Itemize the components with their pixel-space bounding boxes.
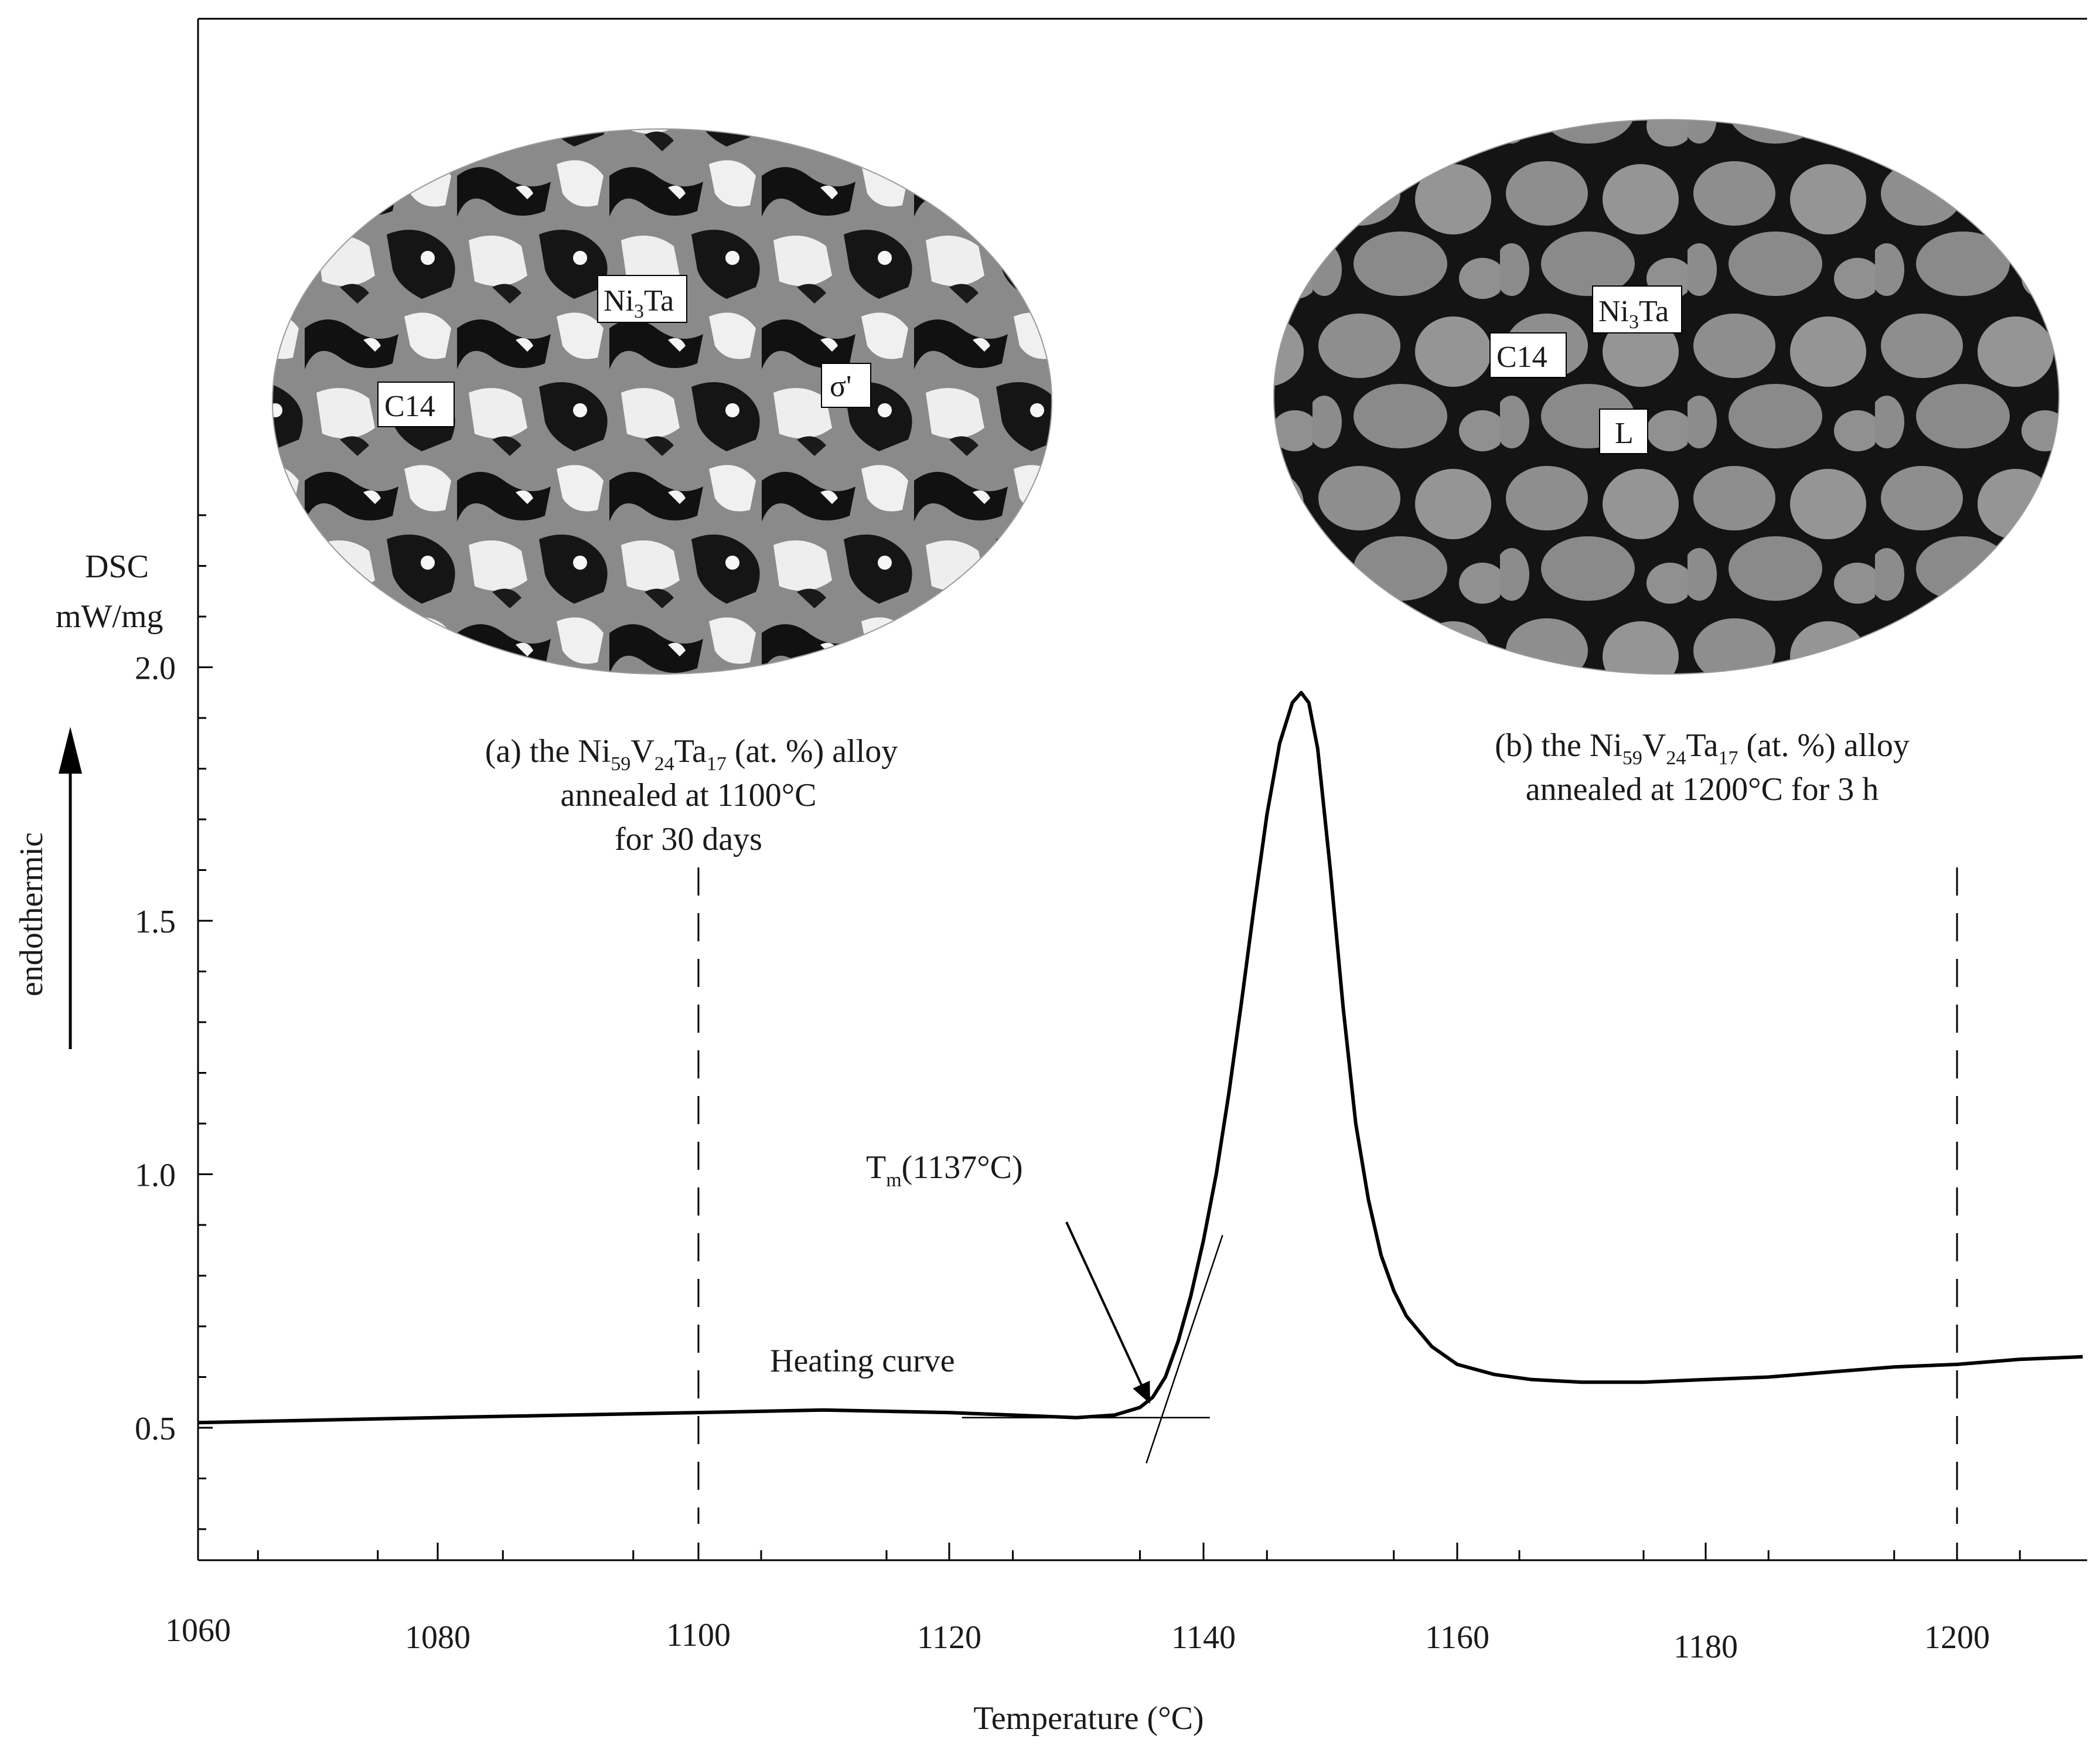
panel-a-caption-line3: for 30 days [615, 821, 762, 857]
micrograph-a-border [272, 128, 1052, 675]
x-tick-label: 1140 [1171, 1619, 1236, 1656]
slope-tangent [1146, 1234, 1223, 1463]
panel-b-text-4: (at. %) alloy [1738, 727, 1909, 764]
label-ni3ta-a-rest: Ta [644, 284, 674, 318]
panel-a-text-1: (a) the Ni [485, 733, 611, 770]
panel-b-sub-3: 17 [1718, 747, 1738, 769]
panel-a-text-3: Ta [674, 733, 707, 770]
label-liquid-b: L [1615, 417, 1634, 450]
label-c14-a: C14 [384, 390, 435, 423]
y-tick-label: 1.5 [135, 904, 176, 940]
endothermic-arrow-head [59, 727, 82, 774]
label-ni3ta-a-sub: 3 [634, 301, 644, 322]
panel-a-caption-line1: (a) the Ni59V24Ta17 (at. %) alloy [485, 733, 898, 775]
x-ticks: 1060 1080 1100 1120 1140 1160 1180 1200 [165, 1543, 1990, 1665]
panel-a-text-2: V [630, 733, 654, 770]
x-tick-label: 1100 [666, 1617, 731, 1653]
micrograph-b-image [1274, 120, 2059, 674]
onset-tangents [962, 1234, 1223, 1463]
x-minor-ticks [257, 1550, 2021, 1560]
x-axis-title: Temperature (°C) [973, 1700, 1204, 1737]
label-box-c14-a [377, 382, 455, 427]
panel-b-sub-1: 59 [1622, 747, 1642, 769]
label-ni3ta-b-rest: Ta [1639, 295, 1669, 328]
onset-label-t: T [866, 1149, 886, 1186]
y-axis-title-line2: mW/mg [56, 598, 163, 635]
label-sigma-a: σ' [830, 370, 851, 403]
label-box-ni3ta-b [1592, 285, 1682, 333]
panel-b-text-2: V [1642, 727, 1666, 764]
panel-b-caption-line2: annealed at 1200°C for 3 h [1526, 771, 1879, 808]
micrograph-b: Ni3Ta C14 L [1273, 119, 2060, 675]
onset-arrow [1065, 1221, 1151, 1404]
panel-a-sub-1: 59 [611, 753, 630, 775]
onset-label: Tm(1137°C) [866, 1149, 1023, 1191]
label-ni3ta-b-sub: 3 [1629, 311, 1639, 333]
micrograph-b-border [1273, 119, 2060, 675]
label-ni3ta-b: Ni3Ta [1598, 295, 1669, 333]
x-tick-label: 1160 [1425, 1619, 1489, 1656]
label-ni3ta-b-main: Ni [1598, 295, 1629, 328]
x-tick-label: 1180 [1673, 1629, 1738, 1665]
label-ni3ta-a-main: Ni [604, 284, 634, 318]
panel-b-caption-line1: (b) the Ni59V24Ta17 (at. %) alloy [1495, 727, 1910, 769]
x-tick-label: 1120 [917, 1619, 981, 1656]
x-tick-label: 1060 [165, 1612, 231, 1649]
panel-a-text-4: (at. %) alloy [727, 733, 898, 770]
dsc-heating-curve [197, 690, 2083, 1425]
dashed-reference-lines [697, 867, 1958, 1524]
panel-a-sub-2: 24 [654, 753, 674, 775]
label-c14-b: C14 [1496, 341, 1547, 374]
onset-label-value: (1137°C) [902, 1149, 1023, 1186]
y-axis-title-line1: DSC [85, 549, 149, 585]
panel-a-caption-line2: annealed at 1100°C [560, 777, 816, 814]
micrograph-a: Ni3Ta C14 σ' [272, 128, 1052, 675]
label-box-ni3ta-a [597, 275, 687, 323]
panel-b-sub-2: 24 [1666, 747, 1686, 769]
label-ni3ta-a: Ni3Ta [604, 284, 674, 322]
label-box-liquid-b [1599, 409, 1648, 454]
x-tick-label: 1080 [405, 1619, 471, 1656]
axes: 1060 1080 1100 1120 1140 1160 1180 1200 0.5 1.0 1… [135, 18, 2087, 1665]
heating-curve-label: Heating curve [770, 1343, 955, 1379]
y-tick-label: 1.0 [135, 1158, 176, 1194]
endothermic-label: endothermic [13, 832, 50, 996]
onset-label-sub: m [886, 1169, 901, 1191]
label-box-c14-b [1489, 332, 1567, 378]
panel-b-text-1: (b) the Ni [1495, 727, 1622, 764]
y-tick-label: 0.5 [135, 1411, 176, 1447]
label-box-sigma-a [821, 363, 871, 408]
panel-a-sub-3: 17 [707, 753, 727, 775]
x-tick-label: 1200 [1924, 1619, 1990, 1656]
panel-b-text-3: Ta [1686, 727, 1718, 764]
y-tick-label: 2.0 [135, 651, 176, 687]
y-ticks: 0.5 1.0 1.5 2.0 [135, 514, 213, 1530]
